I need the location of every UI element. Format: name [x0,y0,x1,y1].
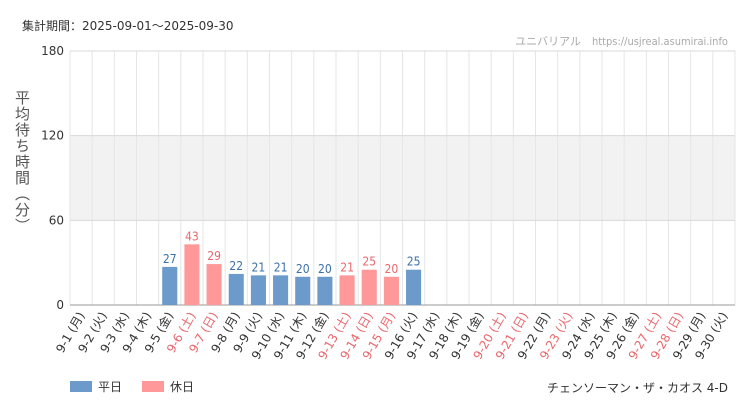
bar-value-label: 20 [385,262,399,276]
y-tick-label: 180 [41,44,64,58]
bar-value-label: 21 [274,260,288,274]
bar [295,276,311,305]
bar [339,275,355,305]
bar-value-label: 21 [340,260,354,274]
ride-name: チェンソーマン・ザ・カオス 4-D [546,381,728,395]
bar [250,275,266,305]
bar [228,273,244,305]
legend-holiday-label: 休日 [170,380,195,394]
source-credit: ユニバリアル https://usjreal.asumirai.info [515,35,728,48]
bar [206,264,222,305]
bar-value-label: 20 [296,262,310,276]
legend-weekday-label: 平日 [98,380,123,394]
y-axis-label: 平均待ち時間（分） [13,90,31,234]
bar-value-label: 29 [207,249,221,263]
legend-weekday: 平日 [70,378,122,395]
y-tick-label: 0 [56,298,64,312]
bar-value-label: 25 [362,255,376,269]
bar-value-label: 20 [318,262,332,276]
bar [273,275,289,305]
bar [361,269,377,305]
bar-value-label: 43 [185,229,199,243]
bar [317,276,333,305]
y-tick-label: 120 [41,129,64,143]
bar-value-label: 25 [407,255,421,269]
period-label: 集計期間：2025-09-01～2025-09-30 [22,19,234,33]
legend-holiday-swatch [142,381,165,392]
bar [162,266,178,305]
bar-value-label: 22 [229,259,243,273]
legend-holiday: 休日 [142,378,194,395]
bar [184,244,200,305]
bar [406,269,422,305]
bar [383,276,399,305]
legend: 平日 休日 [70,378,214,395]
bar-value-label: 27 [163,252,177,266]
bar-value-label: 21 [252,260,266,274]
legend-weekday-swatch [70,381,92,392]
y-tick-label: 60 [49,213,64,227]
